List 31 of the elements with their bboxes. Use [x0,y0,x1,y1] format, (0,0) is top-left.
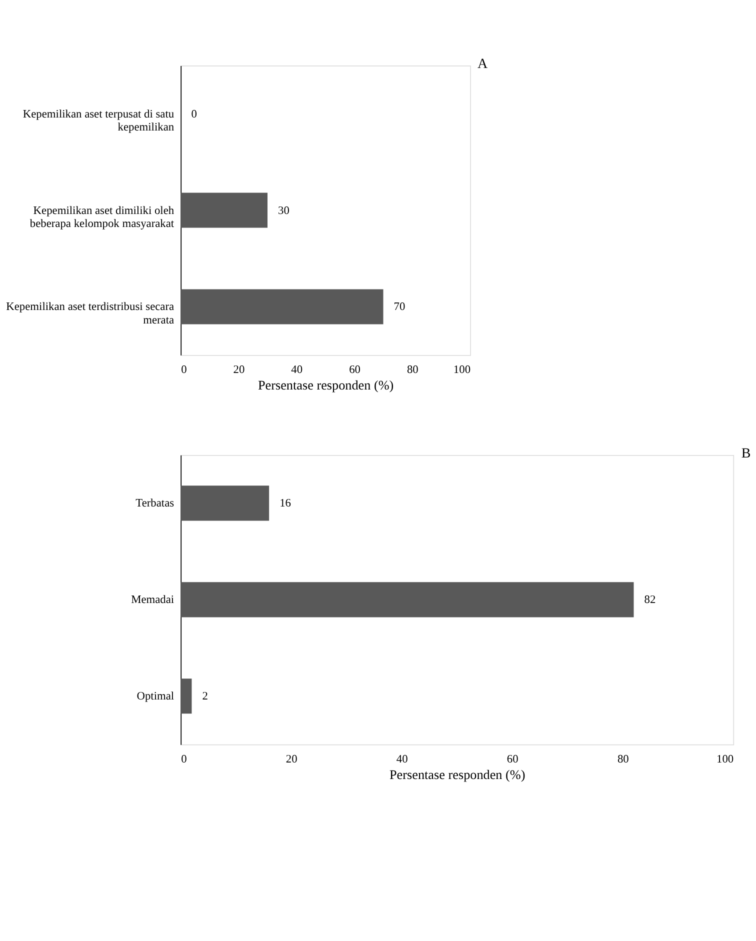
x-tick-label: 40 [291,364,303,376]
data-label: 82 [644,594,656,606]
x-tick-label: 80 [617,753,630,766]
text: A [478,56,489,72]
bar [180,582,634,618]
data-label: 70 [394,301,406,314]
data-label: 2 [202,690,208,703]
x-tick-label: 20 [233,364,245,376]
x-tick-label: 0 [181,753,188,766]
y-tick-label: Terbatas [136,498,175,510]
x-tick-label: 0 [181,364,188,376]
bar [180,486,270,521]
x-tick-label: 20 [286,753,298,766]
x-tick-label: 100 [716,753,734,766]
y-tick-label: Kepemilikan aset terpusat di satu kepemilikan [22,108,174,134]
data-label: 16 [280,498,292,510]
x-tick-label: 60 [506,753,519,766]
y-tick-label: Kepemilikan aset terdistribusi secara merata [6,301,174,326]
bar [180,678,192,714]
text: B [741,446,751,462]
x-axis-title: Persentase responden (%) [389,767,526,782]
x-tick-label: 80 [406,364,419,376]
x-axis-title: Persentase responden (%) [258,378,394,393]
y-tick-label: Optimal [136,690,174,703]
x-tick-label: 40 [396,753,408,766]
data-label: 30 [278,204,290,217]
x-tick-label: 100 [453,364,471,376]
y-tick-label: Memadai [131,594,174,606]
data-label: 0 [191,108,198,120]
y-tick-label: Kepemilikan aset dimiliki oleh beberapa kelompok masyarakat [30,204,175,230]
x-tick-label: 60 [349,364,361,376]
